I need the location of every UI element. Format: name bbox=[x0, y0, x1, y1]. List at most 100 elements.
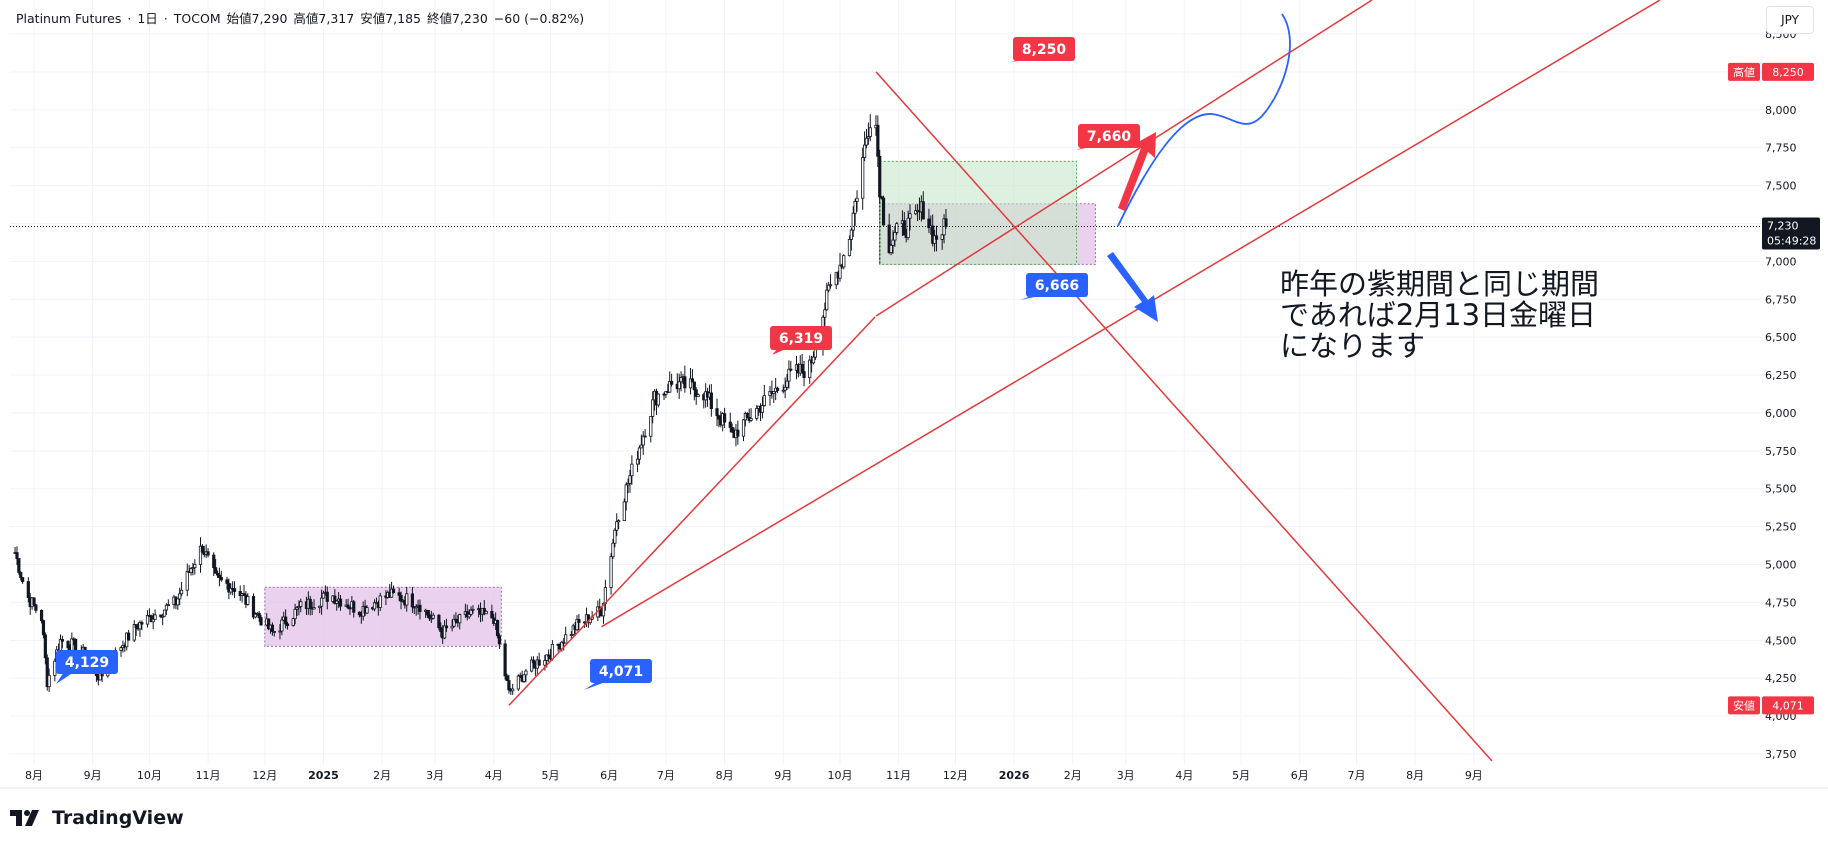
candle-body bbox=[246, 596, 250, 605]
candle-body bbox=[176, 598, 180, 606]
candle-body bbox=[649, 415, 653, 437]
ohlc-open: 始値7,290 bbox=[226, 11, 288, 26]
candle-body bbox=[189, 568, 193, 574]
ohlc-high: 高値7,317 bbox=[293, 11, 355, 26]
candle-body bbox=[802, 371, 806, 378]
candle-body bbox=[630, 463, 634, 477]
candle-body bbox=[270, 624, 274, 632]
axis-badge-title-bg bbox=[1728, 62, 1760, 81]
time-tick-label: 2月 bbox=[1064, 769, 1082, 782]
candle-body bbox=[357, 611, 362, 616]
candle-body bbox=[531, 659, 536, 664]
note-line: 昨年の紫期間と同じ期間 bbox=[1280, 267, 1599, 301]
candle-body bbox=[688, 378, 693, 389]
candle-body bbox=[45, 657, 49, 688]
time-tick-label: 9月 bbox=[1465, 769, 1483, 782]
price-tick-label: 6,500 bbox=[1765, 331, 1797, 344]
candle-body bbox=[670, 380, 674, 385]
time-tick-label: 3月 bbox=[1117, 769, 1135, 782]
candle-body bbox=[895, 223, 899, 233]
candle-body bbox=[651, 399, 655, 417]
price-tick-label: 7,000 bbox=[1765, 255, 1797, 268]
candle-body bbox=[140, 622, 144, 625]
symbol-name[interactable]: Platinum Futures bbox=[16, 11, 122, 26]
purple-range-box bbox=[264, 586, 502, 647]
candle-body bbox=[893, 232, 897, 241]
candle-body bbox=[437, 614, 441, 629]
candle-body bbox=[550, 643, 555, 660]
candle-body bbox=[469, 609, 473, 615]
candle-body bbox=[880, 196, 884, 199]
separator-dot: · bbox=[163, 11, 168, 26]
ohlc-close: 終値7,230 bbox=[427, 11, 488, 26]
candle-body bbox=[32, 597, 36, 606]
candle-body bbox=[692, 381, 696, 391]
candle-body bbox=[429, 617, 433, 620]
candle-body bbox=[166, 604, 170, 606]
callout-box bbox=[56, 650, 118, 674]
candle-body bbox=[611, 542, 615, 558]
candle-body bbox=[683, 376, 687, 389]
candle-body bbox=[227, 583, 231, 593]
candle-body bbox=[931, 225, 935, 244]
candle-body bbox=[138, 622, 142, 630]
ohlc-low: 安値7,185 bbox=[360, 11, 421, 26]
time-tick-label: 2025 bbox=[308, 769, 339, 782]
candle-body bbox=[511, 688, 515, 692]
candle-body bbox=[452, 618, 456, 627]
candle-body bbox=[586, 614, 590, 624]
price-tick-label: 8,000 bbox=[1765, 104, 1797, 117]
candle-body bbox=[151, 618, 155, 623]
candle-body bbox=[543, 660, 547, 666]
candle-body bbox=[876, 124, 880, 157]
candle-body bbox=[372, 602, 377, 610]
candle-body bbox=[530, 659, 534, 672]
tradingview-logo[interactable]: TradingView bbox=[10, 806, 184, 830]
candle-body bbox=[728, 421, 732, 428]
candle-body bbox=[399, 594, 403, 602]
candle-body bbox=[214, 567, 218, 574]
currency-selector[interactable]: JPY bbox=[1766, 6, 1814, 34]
candle-body bbox=[312, 607, 316, 610]
axis-badge-title: 安値 bbox=[1733, 698, 1755, 712]
candle-body bbox=[232, 588, 237, 592]
candle-body bbox=[639, 444, 643, 449]
candle-body bbox=[484, 610, 488, 615]
time-tick-label: 12月 bbox=[252, 769, 277, 782]
candle-body bbox=[853, 201, 857, 214]
candle-body bbox=[293, 608, 297, 620]
candle-body bbox=[755, 408, 759, 419]
interval[interactable]: 1日 bbox=[137, 11, 158, 26]
candle-body bbox=[749, 417, 753, 421]
candle-body bbox=[783, 386, 787, 391]
candle-body bbox=[60, 639, 64, 642]
candle-body bbox=[272, 631, 276, 633]
candle-body bbox=[410, 593, 415, 608]
candle-body bbox=[507, 680, 511, 691]
candle-body bbox=[442, 625, 447, 639]
candle-body bbox=[212, 554, 216, 569]
candle-body bbox=[789, 368, 793, 371]
separator-dot: · bbox=[127, 11, 132, 26]
candle-body bbox=[760, 405, 765, 413]
callout-text: 6,319 bbox=[779, 331, 823, 347]
candle-body bbox=[626, 482, 630, 486]
candle-body bbox=[471, 608, 475, 611]
candle-body bbox=[295, 607, 299, 610]
candle-body bbox=[808, 359, 812, 378]
candle-body bbox=[161, 615, 165, 618]
candle-body bbox=[862, 144, 867, 159]
candle-body bbox=[257, 612, 261, 619]
candle-body bbox=[800, 363, 804, 373]
candle-body bbox=[41, 620, 46, 636]
candle-body bbox=[613, 529, 617, 544]
candle-body bbox=[159, 614, 163, 618]
candle-body bbox=[745, 412, 749, 418]
candle-body bbox=[615, 521, 619, 531]
current-price-badge-bg bbox=[1762, 217, 1820, 250]
candle-body bbox=[34, 604, 38, 611]
candle-body bbox=[145, 615, 150, 625]
candle-body bbox=[149, 615, 153, 623]
price-tick-label: 4,250 bbox=[1765, 672, 1797, 685]
